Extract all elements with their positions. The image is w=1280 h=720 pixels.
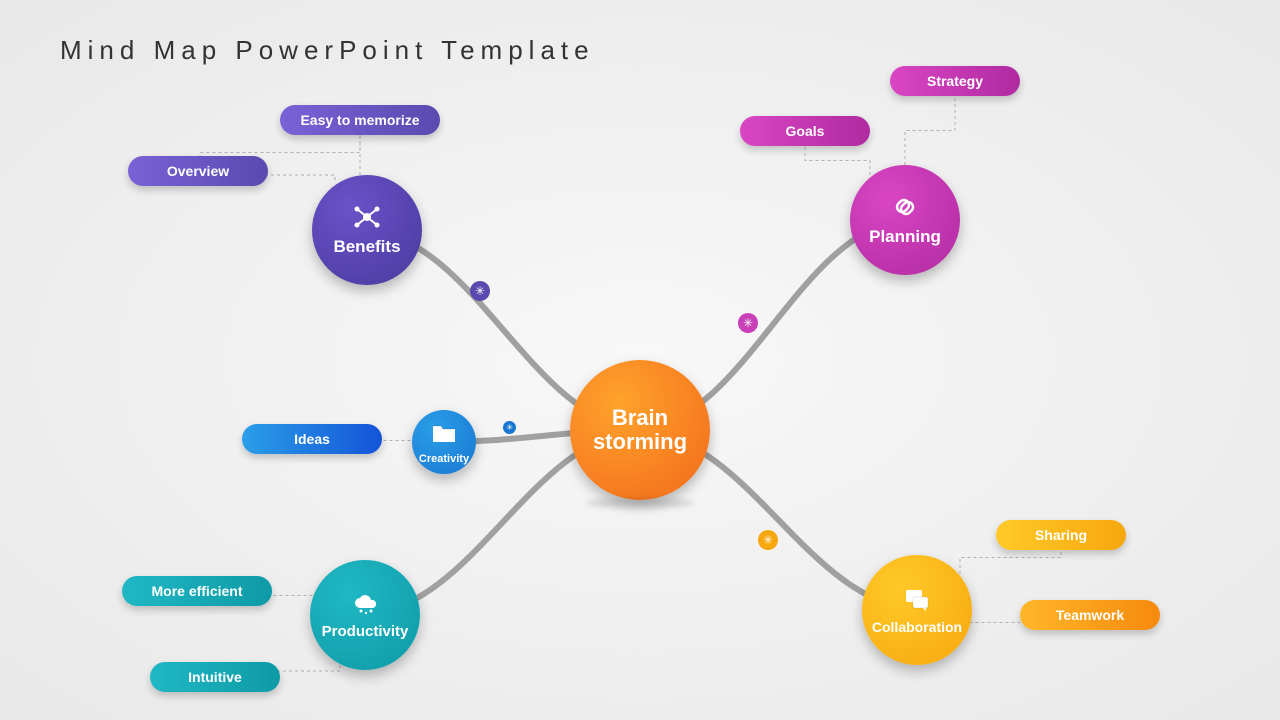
node-label: Creativity: [419, 453, 469, 465]
pill-label: Strategy: [927, 73, 983, 89]
pill-productivity: Intuitive: [150, 662, 280, 692]
pill-creativity: Ideas: [242, 424, 382, 454]
node-label: Productivity: [322, 624, 409, 641]
branch-dot: ✳: [738, 313, 758, 333]
pill-planning: Strategy: [890, 66, 1020, 96]
pill-label: Goals: [786, 123, 825, 139]
pill-planning: Goals: [740, 116, 870, 146]
pill-label: Sharing: [1035, 527, 1087, 543]
node-label: Collaboration: [872, 620, 962, 635]
pill-collaboration: Sharing: [996, 520, 1126, 550]
center-node: Brainstorming: [570, 360, 710, 500]
pill-label: Ideas: [294, 431, 330, 447]
pill-label: Easy to memorize: [300, 112, 419, 128]
branch-dot: ✳: [503, 421, 516, 434]
pill-label: More efficient: [151, 583, 242, 599]
branch-node-benefits: Benefits: [312, 175, 422, 285]
pill-label: Teamwork: [1056, 607, 1124, 623]
cloud-icon: [351, 589, 379, 624]
pill-label: Overview: [167, 163, 229, 179]
chat-icon: [903, 585, 931, 620]
pill-collaboration: Teamwork: [1020, 600, 1160, 630]
node-label: Benefits: [333, 238, 400, 257]
chain-icon: [891, 193, 919, 228]
branch-dot: ✳: [470, 281, 490, 301]
node-label: Brainstorming: [593, 406, 687, 454]
branch-dot: ✳: [758, 530, 778, 550]
network-icon: [353, 203, 381, 238]
node-label: Planning: [869, 228, 941, 247]
mindmap-canvas: Brainstorming Benefits ✳ Easy to memorize Ov…: [0, 0, 1280, 720]
center-reflection: [585, 498, 695, 508]
branch-node-planning: Planning: [850, 165, 960, 275]
pill-productivity: More efficient: [122, 576, 272, 606]
branch-node-creativity: Creativity: [412, 410, 476, 474]
branch-node-productivity: Productivity: [310, 560, 420, 670]
pill-label: Intuitive: [188, 669, 242, 685]
pill-benefits: Easy to memorize: [280, 105, 440, 135]
folder-icon: [430, 418, 458, 453]
pill-benefits: Overview: [128, 156, 268, 186]
branch-node-collaboration: Collaboration: [862, 555, 972, 665]
